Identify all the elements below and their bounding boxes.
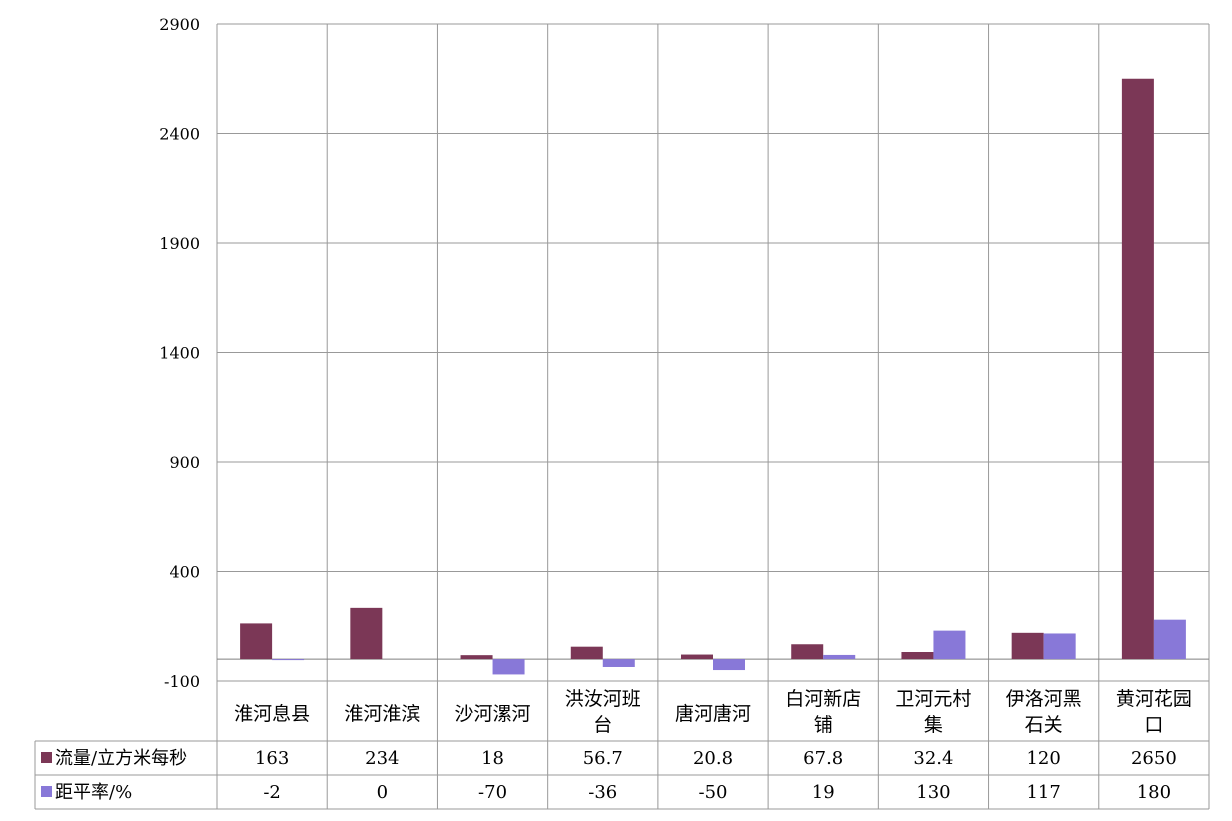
bar-flow: [791, 644, 824, 660]
x-category-label: 铺: [814, 714, 833, 736]
y-tick-label: 1900: [159, 234, 200, 253]
table-value: 18: [481, 748, 504, 769]
table-value: -2: [263, 782, 281, 803]
table-value: -70: [478, 782, 507, 803]
x-category-label: 集: [924, 714, 943, 736]
table-value: 234: [365, 748, 399, 769]
y-tick-label: 2900: [159, 15, 200, 34]
bar-flow: [1011, 632, 1044, 660]
bar-anomaly: [602, 659, 635, 667]
bar-anomaly: [492, 659, 525, 675]
table-value: -36: [588, 782, 617, 803]
bar-flow: [1121, 78, 1154, 660]
table-value: 32.4: [913, 748, 953, 769]
y-tick-label: 400: [169, 563, 200, 582]
legend-label: 距平率/%: [55, 782, 132, 803]
x-category-label: 伊洛河黑: [1006, 688, 1082, 710]
table-value: 120: [1026, 748, 1060, 769]
table-value: 117: [1026, 782, 1060, 803]
bar-anomaly: [1043, 633, 1076, 660]
x-category-label: 口: [1144, 714, 1163, 736]
x-category-label: 台: [593, 714, 612, 736]
legend-label: 流量/立方米每秒: [55, 748, 187, 769]
x-category-label: 卫河元村: [895, 688, 971, 710]
bar-anomaly: [272, 659, 305, 661]
table-value: 0: [377, 782, 388, 803]
x-category-label: 洪汝河班: [565, 688, 641, 710]
y-tick-label: -100: [164, 672, 200, 691]
bar-anomaly: [1153, 619, 1186, 660]
bar-flow: [681, 654, 713, 660]
bar-flow: [240, 623, 273, 660]
bar-anomaly: [713, 659, 745, 671]
table-value: 19: [812, 782, 835, 803]
x-category-label: 白河新店: [785, 688, 861, 710]
legend-key: [41, 786, 52, 797]
legend-key: [41, 752, 52, 763]
y-tick-label: 1400: [159, 344, 200, 363]
table-value: 130: [916, 782, 950, 803]
table-value: 56.7: [583, 748, 623, 769]
bar-flow: [350, 607, 383, 660]
table-value: 163: [255, 748, 289, 769]
table-value: 20.8: [693, 748, 733, 769]
x-category-label: 淮河息县: [234, 703, 310, 725]
x-category-label: 沙河漯河: [455, 703, 531, 725]
table-value: 180: [1137, 782, 1171, 803]
y-tick-label: 2400: [159, 125, 200, 144]
bar-anomaly: [933, 630, 966, 660]
x-category-label: 黄河花园: [1116, 688, 1192, 710]
x-category-label: 唐河唐河: [675, 703, 751, 725]
table-value: 67.8: [803, 748, 843, 769]
x-category-label: 淮河淮滨: [344, 703, 420, 725]
bar-flow: [901, 652, 934, 660]
bar-anomaly: [823, 654, 856, 660]
bar-flow: [570, 646, 603, 660]
x-category-label: 石关: [1025, 714, 1063, 736]
table-value: -50: [699, 782, 728, 803]
table-value: 2650: [1131, 748, 1177, 769]
y-tick-label: 900: [169, 453, 200, 472]
bar-flow: [460, 655, 493, 660]
